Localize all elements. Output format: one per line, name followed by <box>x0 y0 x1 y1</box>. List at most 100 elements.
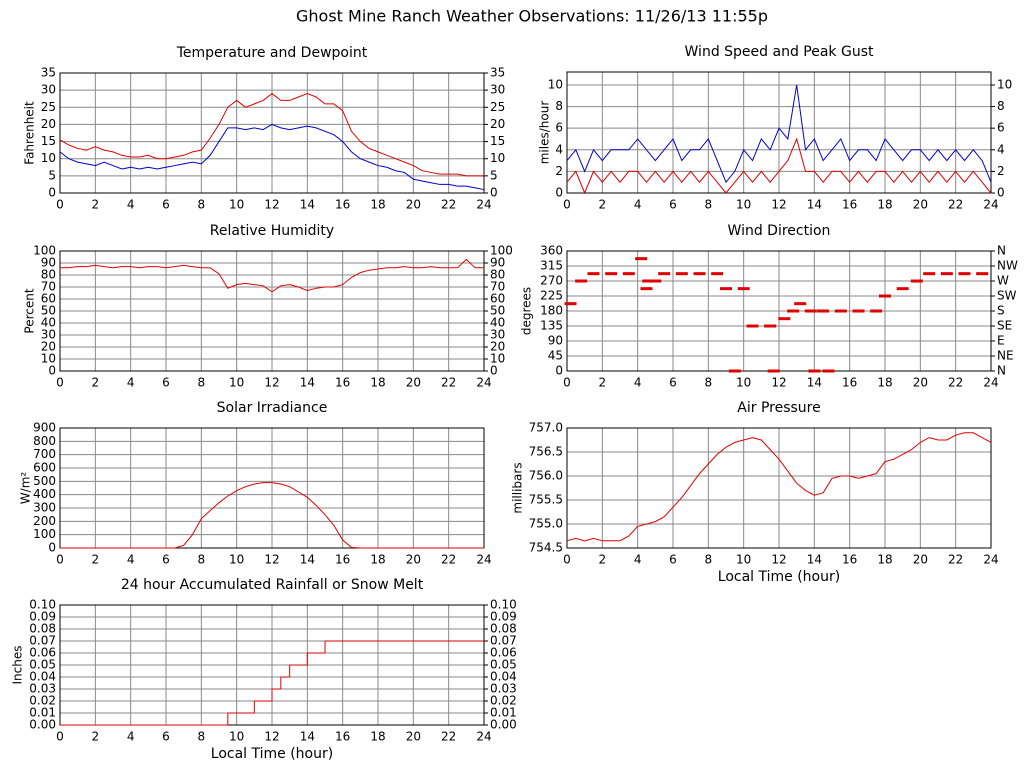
y2-tick-label: W <box>997 274 1009 288</box>
y-tick-label: 90 <box>548 334 563 348</box>
direction-mark <box>622 272 635 276</box>
direction-mark <box>675 272 688 276</box>
x-tick-label: 0 <box>563 198 571 212</box>
y2-tick-label: 6 <box>997 121 1005 135</box>
direction-mark <box>693 272 706 276</box>
data-line <box>59 92 484 177</box>
y-tick-label: 30 <box>41 328 56 342</box>
x-tick-label: 16 <box>842 553 857 567</box>
direction-mark <box>804 309 817 313</box>
y-tick-label: 10 <box>41 151 56 165</box>
x-tick-label: 20 <box>406 376 421 390</box>
x-tick-label: 18 <box>370 553 385 567</box>
direction-mark <box>910 279 923 283</box>
y-tick-label: 800 <box>33 434 56 448</box>
y-tick-label: 70 <box>41 280 56 294</box>
y2-tick-label: 10 <box>490 352 505 366</box>
y-tick-label: 755.5 <box>529 493 563 507</box>
y2-tick-label: 5 <box>490 168 498 182</box>
direction-mark <box>564 302 577 306</box>
y2-tick-label: 8 <box>997 99 1005 113</box>
x-tick-label: 8 <box>198 198 206 212</box>
y2-tick-label: 20 <box>490 117 505 131</box>
x-tick-label: 10 <box>736 553 751 567</box>
y2-tick-label: 0.03 <box>490 682 517 696</box>
direction-mark <box>896 287 909 291</box>
x-tick-label: 22 <box>441 198 456 212</box>
chart-title: Relative Humidity <box>210 223 334 239</box>
y-tick-label: 0 <box>48 364 56 378</box>
data-line <box>59 123 485 191</box>
chart-title: Temperature and Dewpoint <box>176 45 368 61</box>
x-tick-label: 14 <box>300 198 315 212</box>
y-tick-label: 0 <box>48 186 56 200</box>
y2-tick-label: 0.09 <box>490 610 517 624</box>
y-axis-label: millibars <box>511 462 525 513</box>
x-tick-label: 10 <box>736 376 751 390</box>
y-tick-label: 100 <box>33 527 56 541</box>
x-tick-label: 12 <box>264 553 279 567</box>
y-tick-label: 10 <box>41 352 56 366</box>
x-tick-label: 4 <box>127 376 135 390</box>
y-tick-label: 90 <box>41 256 56 270</box>
y-tick-label: 20 <box>41 340 56 354</box>
x-tick-label: 10 <box>736 198 751 212</box>
x-tick-label: 10 <box>229 553 244 567</box>
direction-mark <box>852 309 865 313</box>
direction-mark <box>746 324 759 328</box>
y2-tick-label: 2 <box>997 164 1005 178</box>
y-tick-label: 0.10 <box>29 598 56 612</box>
x-tick-label: 18 <box>877 376 892 390</box>
x-tick-label: 8 <box>198 553 206 567</box>
y2-tick-label: 80 <box>490 268 505 282</box>
y-tick-label: 360 <box>540 244 563 258</box>
y2-tick-label: 35 <box>490 66 505 80</box>
y2-tick-label: 10 <box>997 77 1012 91</box>
x-tick-label: 14 <box>807 198 822 212</box>
y2-tick-label: 100 <box>490 244 513 258</box>
direction-mark <box>728 369 741 373</box>
y-tick-label: 8 <box>555 99 563 113</box>
y-tick-label: 30 <box>41 83 56 97</box>
direction-mark <box>976 272 989 276</box>
y2-tick-label: 25 <box>490 100 505 114</box>
y-tick-label: 757.0 <box>529 421 563 435</box>
x-tick-label: 4 <box>127 198 135 212</box>
y-tick-label: 0.06 <box>29 646 56 660</box>
y2-tick-label: S <box>997 304 1005 318</box>
y2-tick-label: 0.00 <box>490 718 517 732</box>
x-tick-label: 8 <box>705 553 713 567</box>
x-tick-label: 18 <box>877 553 892 567</box>
direction-mark <box>794 302 807 306</box>
x-tick-label: 18 <box>877 198 892 212</box>
x-tick-label: 20 <box>913 376 928 390</box>
y2-tick-label: 0.02 <box>490 694 517 708</box>
x-tick-label: 12 <box>264 730 279 744</box>
y-tick-label: 20 <box>41 117 56 131</box>
plot-frame <box>59 72 485 194</box>
x-tick-label: 20 <box>913 553 928 567</box>
plot-frame <box>566 71 992 194</box>
y-tick-label: 900 <box>33 421 56 435</box>
y-tick-label: 80 <box>41 268 56 282</box>
y2-tick-label: 20 <box>490 340 505 354</box>
x-tick-label: 18 <box>370 376 385 390</box>
direction-mark <box>767 369 780 373</box>
y-tick-label: 15 <box>41 134 56 148</box>
y-tick-label: 270 <box>540 274 563 288</box>
x-tick-label: 14 <box>807 376 822 390</box>
direction-mark <box>787 309 800 313</box>
x-tick-label: 20 <box>406 730 421 744</box>
chart-title: 24 hour Accumulated Rainfall or Snow Mel… <box>121 577 424 593</box>
x-tick-label: 0 <box>56 553 64 567</box>
x-tick-label: 24 <box>983 553 998 567</box>
x-tick-label: 4 <box>634 198 642 212</box>
x-tick-label: 20 <box>913 198 928 212</box>
y-tick-label: 6 <box>555 121 563 135</box>
x-tick-label: 22 <box>441 553 456 567</box>
direction-mark <box>587 272 600 276</box>
x-tick-label: 10 <box>229 376 244 390</box>
x-tick-label: 0 <box>56 198 64 212</box>
x-tick-label: 22 <box>441 376 456 390</box>
